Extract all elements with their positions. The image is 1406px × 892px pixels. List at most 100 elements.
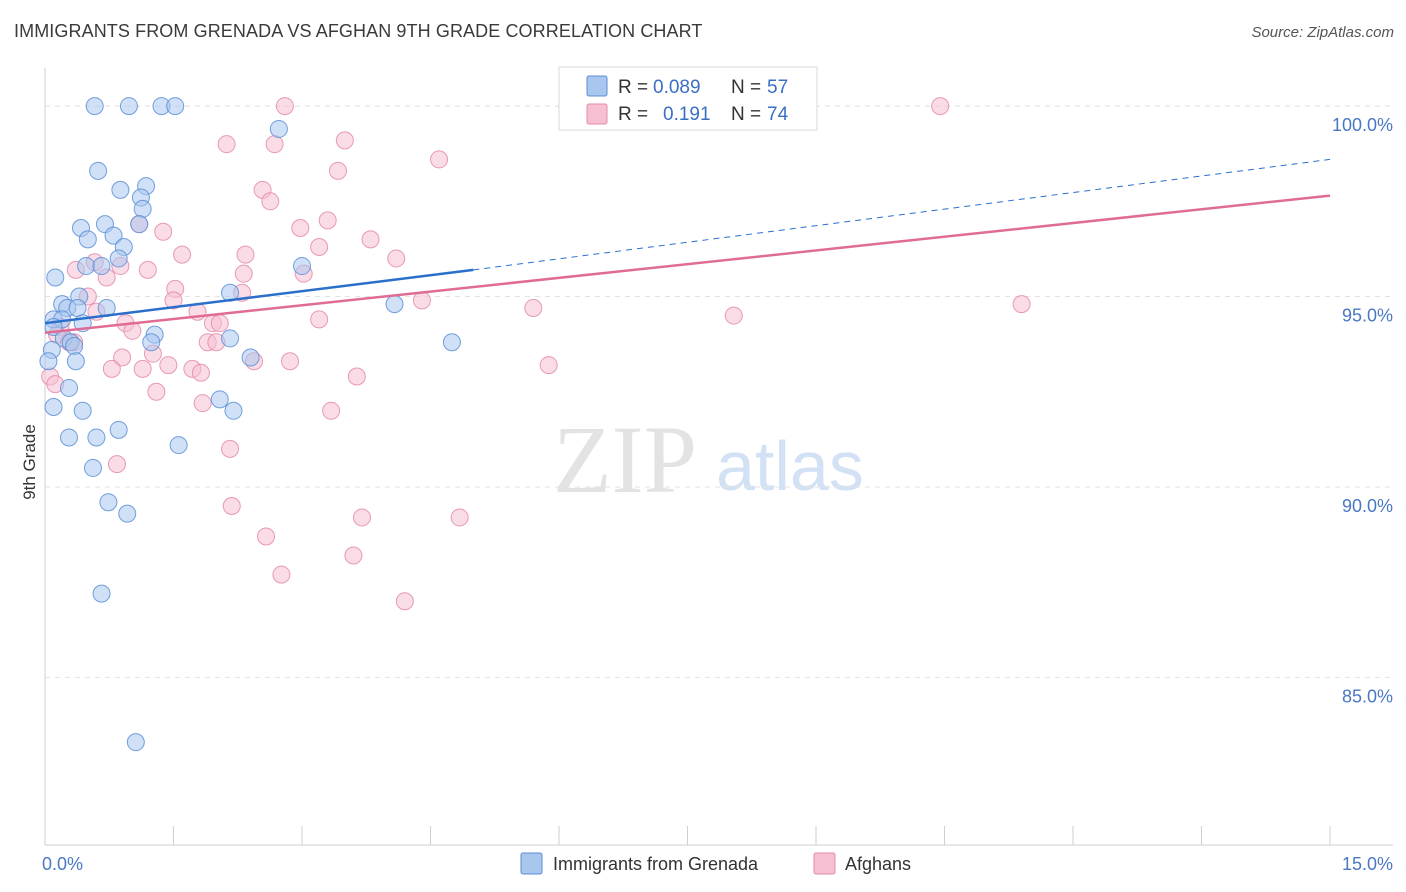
afghans-point (430, 150, 449, 169)
legend-r-value-2: 0.191 (663, 104, 711, 125)
afghans-point (147, 382, 166, 401)
afghans-point (539, 356, 558, 375)
grenada-point (126, 733, 145, 752)
grenada-point (85, 97, 104, 116)
afghans-point (387, 249, 406, 268)
legend-r-label-1: R = (618, 77, 648, 98)
grenada-point (221, 329, 240, 348)
series-legend-label-afghans: Afghans (845, 854, 911, 874)
grenada-point (269, 119, 288, 138)
afghans-point (352, 508, 371, 527)
y-tick-label: 100.0% (1332, 115, 1393, 135)
grenada-point (92, 257, 111, 276)
grenada-point (59, 428, 78, 447)
legend-n-value-1: 57 (767, 77, 788, 98)
grenada-point (66, 352, 85, 371)
grenada-point (59, 378, 78, 397)
grenada-point (111, 180, 130, 199)
grenada-point (385, 295, 404, 314)
afghans-point (724, 306, 743, 325)
afghans-point (154, 222, 173, 241)
grenada-trend-extension (473, 158, 1331, 271)
afghans-point (335, 131, 354, 150)
legend-swatch-afghans (586, 103, 608, 125)
grenada-point (293, 257, 311, 276)
legend-n-value-2: 74 (767, 104, 789, 125)
afghans-point (265, 135, 284, 154)
afghans-point (234, 264, 253, 283)
x-tick-label-max: 15.0% (1342, 854, 1393, 874)
legend-n-label-2: N = (731, 104, 761, 125)
grenada-point (92, 584, 111, 603)
afghans-point (318, 211, 337, 230)
grenada-point (78, 230, 97, 249)
y-tick-label: 90.0% (1342, 496, 1393, 516)
grenada-point (89, 161, 108, 180)
afghans-trend-line (44, 194, 1331, 334)
afghans-point (524, 298, 543, 317)
afghans-point (450, 508, 469, 527)
grenada-point (224, 401, 243, 420)
x-tick-label-min: 0.0% (42, 854, 83, 874)
afghans-point (412, 291, 431, 310)
afghans-point (344, 546, 363, 565)
afghans-point (347, 367, 366, 386)
grenada-point (166, 97, 185, 116)
afghans-point (1012, 295, 1031, 314)
afghans-point (931, 97, 950, 116)
series-legend: Immigrants from Grenada Afghans (520, 852, 911, 875)
afghans-point (395, 592, 414, 611)
grenada-point (109, 249, 128, 268)
grenada-point (46, 268, 65, 287)
afghans-point (322, 401, 341, 420)
afghans-point (281, 352, 300, 371)
afghans-point (164, 291, 183, 310)
afghans-point (291, 218, 310, 237)
grenada-point (65, 337, 84, 356)
y-tick-labels: 85.0% 90.0% 95.0% 100.0% (1332, 115, 1393, 706)
grenada-point (77, 257, 96, 276)
grenada-point (39, 352, 58, 371)
afghans-points (41, 97, 1031, 611)
grenada-point (118, 504, 137, 523)
afghans-point (310, 238, 329, 257)
grenada-point (99, 493, 118, 512)
grenada-point (442, 333, 461, 352)
source-credit: Source: ZipAtlas.com (1251, 24, 1394, 41)
afghans-point (107, 455, 126, 474)
legend-n-label-1: N = (731, 77, 761, 98)
grenada-point (119, 97, 138, 116)
gridlines (45, 105, 1393, 678)
grenada-point (109, 420, 128, 439)
grenada-point (130, 215, 149, 234)
grenada-point (73, 401, 92, 420)
afghans-point (102, 359, 121, 378)
y-tick-label: 95.0% (1342, 306, 1393, 326)
series-legend-swatch-afghans (813, 852, 836, 875)
afghans-point (217, 135, 236, 154)
grenada-points (39, 97, 461, 752)
legend-r-value-1: 0.089 (653, 77, 701, 98)
grenada-point (104, 226, 123, 245)
afghans-point (138, 260, 157, 279)
afghans-point (210, 314, 229, 333)
afghans-point (261, 192, 280, 211)
grenada-point (87, 428, 106, 447)
afghans-point (222, 497, 241, 516)
grenada-trend-line (44, 268, 474, 325)
afghans-point (113, 348, 132, 367)
y-axis-label: 9th Grade (20, 424, 39, 500)
afghans-point (257, 527, 276, 546)
afghans-point (272, 565, 291, 584)
x-axis-ticks (44, 826, 1331, 845)
watermark-atlas: atlas (716, 427, 864, 505)
afghans-point (173, 245, 192, 264)
grenada-point (169, 436, 188, 455)
afghans-point (328, 161, 347, 180)
grenada-point (241, 348, 260, 367)
afghans-point (275, 97, 294, 116)
afghans-point (221, 439, 240, 458)
series-legend-label-grenada: Immigrants from Grenada (553, 854, 759, 874)
trend-lines (44, 158, 1331, 334)
